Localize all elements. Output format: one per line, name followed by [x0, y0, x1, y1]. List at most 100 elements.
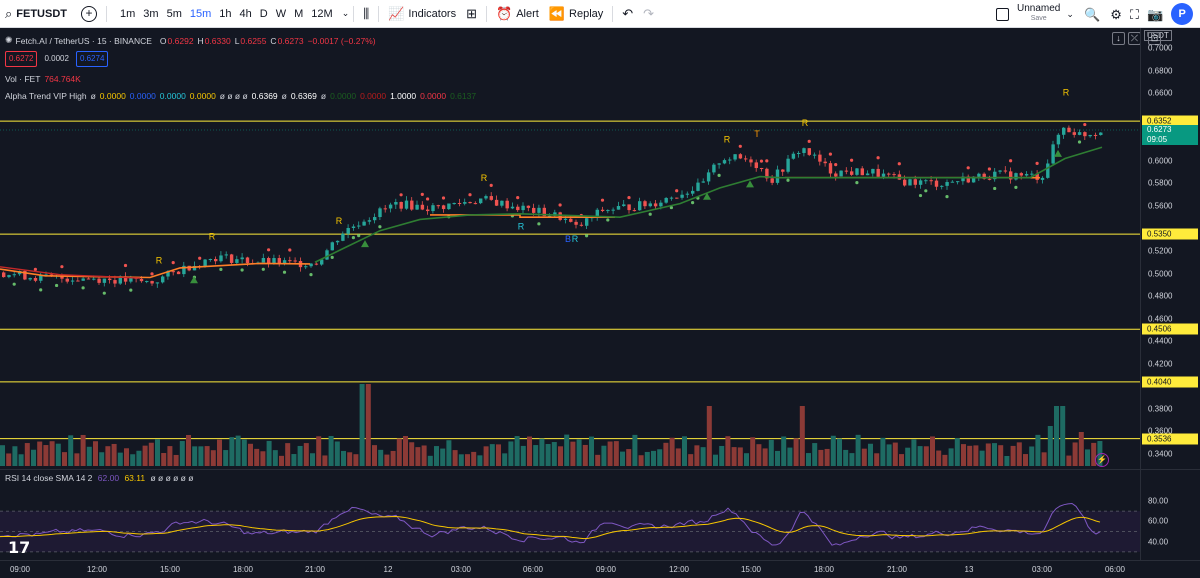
rsi-pane[interactable]: RSI 14 close SMA 14 2 62.00 63.11 ø ø ø … — [0, 469, 1140, 560]
maximize-pane-icon[interactable]: ⊡ — [1148, 32, 1161, 45]
volume-bar — [241, 439, 247, 466]
candle-body — [669, 197, 674, 199]
signal-dot — [288, 248, 292, 252]
bid-ask-row: 0.6272 0.0002 0.6274 — [5, 51, 480, 67]
volume-bar — [657, 449, 663, 466]
rsi-legend[interactable]: RSI 14 close SMA 14 2 62.00 63.11 ø ø ø … — [5, 473, 193, 483]
volume-bar — [161, 453, 167, 466]
layout-save[interactable]: Unnamed Save ⌄ — [996, 0, 1074, 28]
legend-title[interactable]: Fetch.AI / TetherUS · 15 · BINANCE — [15, 35, 152, 46]
volume-bar — [483, 446, 489, 466]
time-tick: 21:00 — [886, 565, 908, 574]
timeframe-3m[interactable]: 3m — [143, 7, 159, 20]
candle-body — [855, 168, 859, 175]
candle-body — [1067, 127, 1071, 133]
signal-label: R — [802, 118, 809, 128]
compare-button[interactable]: + — [72, 0, 102, 28]
timeframe-1h[interactable]: 1h — [219, 7, 232, 20]
candle-body — [129, 277, 133, 282]
volume-bar — [936, 450, 942, 466]
timeframe-5m[interactable]: 5m — [166, 7, 182, 20]
tradingview-logo[interactable]: 17 — [8, 538, 31, 557]
candle-body — [585, 218, 589, 226]
candle-body — [510, 206, 515, 209]
signal-dot — [171, 261, 175, 265]
candle-body — [330, 242, 334, 251]
fullscreen-icon[interactable]: ⛶ — [1129, 6, 1139, 22]
candle-body — [426, 209, 430, 212]
level-price-tag: 0.6352 — [1142, 115, 1198, 127]
timeframe-1m[interactable]: 1m — [120, 7, 136, 20]
current-price-value: 0.6273 — [1147, 124, 1172, 134]
volume-bar — [1060, 406, 1066, 466]
volume-bar — [1091, 442, 1097, 466]
chevron-down-icon[interactable]: ⌄ — [341, 8, 350, 18]
time-tick: 12 — [383, 565, 393, 574]
volume-bar — [1066, 455, 1072, 466]
chart-type-button[interactable]: ⫼ — [358, 0, 374, 28]
timeframe-d[interactable]: D — [259, 7, 268, 20]
timeframe-15m[interactable]: 15m — [189, 7, 212, 20]
candle-body — [998, 170, 1002, 172]
timeframe-w[interactable]: W — [275, 7, 287, 20]
signal-dot — [807, 139, 811, 143]
candle-body — [844, 170, 849, 172]
candle-body — [887, 173, 891, 175]
volume-bar — [861, 448, 867, 466]
volume-bar — [564, 434, 570, 466]
redo-button[interactable]: ↷ — [638, 0, 659, 28]
indicators-button[interactable]: 📈 Indicators — [383, 0, 461, 28]
scroll-down-icon[interactable]: ↓ — [1112, 32, 1125, 45]
alpha-trend-value: 0.0000 — [129, 91, 156, 101]
volume-bar — [43, 445, 49, 466]
candle-body — [728, 159, 732, 161]
volume-bar — [291, 454, 297, 466]
alert-button[interactable]: ⏰ Alert — [491, 0, 544, 28]
bid-button[interactable]: 0.6272 — [5, 51, 38, 67]
undo-button[interactable]: ↶ — [617, 0, 638, 28]
candle-body — [457, 202, 462, 204]
candle-body — [950, 181, 955, 183]
candle-body — [473, 203, 478, 205]
volume-legend[interactable]: Vol · FET 764.764K — [5, 73, 480, 85]
candle-body — [494, 199, 499, 206]
quick-search-icon[interactable]: 🔍 — [1084, 6, 1101, 22]
candle-body — [749, 159, 753, 163]
candle-body — [956, 181, 960, 183]
top-toolbar: ⌕ FETUSDT + 1m 3m 5m 15m 1h 4h D W M 12M ⌄ ⫼ 📈 In… — [0, 0, 1200, 28]
currency-selector[interactable]: USDT — [1140, 30, 1200, 41]
alpha-trend-legend[interactable]: Alpha Trend VIP High ø 0.0000 0.0000 0.0000… — [5, 90, 480, 102]
chevron-down-icon[interactable]: ⌄ — [1066, 8, 1074, 19]
gear-icon[interactable]: ⚙ — [1110, 6, 1122, 22]
volume-bar — [496, 444, 501, 466]
timeframe-12m[interactable]: 12M — [311, 7, 333, 20]
volume-bar — [49, 441, 55, 466]
time-axis[interactable]: 09:00 12:00 15:00 18:00 21:00 12 03:00 06:00 09:… — [0, 560, 1200, 578]
symbol-search[interactable]: ⌕ FETUSDT — [0, 0, 72, 28]
buy-triangle — [190, 276, 198, 284]
replay-button[interactable]: ⏪ Replay — [544, 0, 608, 28]
volume-bar — [93, 441, 98, 466]
rsi-axis[interactable]: 80.00 60.00 40.00 — [1140, 469, 1200, 560]
timeframe-4h[interactable]: 4h — [239, 7, 252, 20]
price-axis[interactable]: 0.7000 0.6800 0.6600 0.6000 0.5800 0.5600 0.52… — [1140, 28, 1200, 560]
signal-label: R — [572, 234, 579, 244]
open-value: 0.6292 — [167, 35, 194, 46]
candle-body — [176, 271, 181, 275]
candle-body — [977, 173, 981, 177]
candle-body — [182, 265, 186, 275]
candle-body — [537, 207, 541, 213]
avatar[interactable]: P — [1171, 3, 1194, 25]
templates-button[interactable]: ⊞ — [461, 0, 482, 28]
camera-icon[interactable]: 📷 — [1146, 6, 1164, 22]
candle-body — [622, 204, 626, 207]
ask-button[interactable]: 0.6274 — [75, 51, 109, 67]
candle-body — [945, 182, 949, 186]
candle-body — [76, 280, 80, 282]
volume-bar — [923, 446, 929, 466]
timeframe-m[interactable]: M — [294, 7, 304, 20]
lightning-icon[interactable]: ⚡ — [1095, 453, 1109, 467]
signal-dot — [378, 225, 382, 229]
